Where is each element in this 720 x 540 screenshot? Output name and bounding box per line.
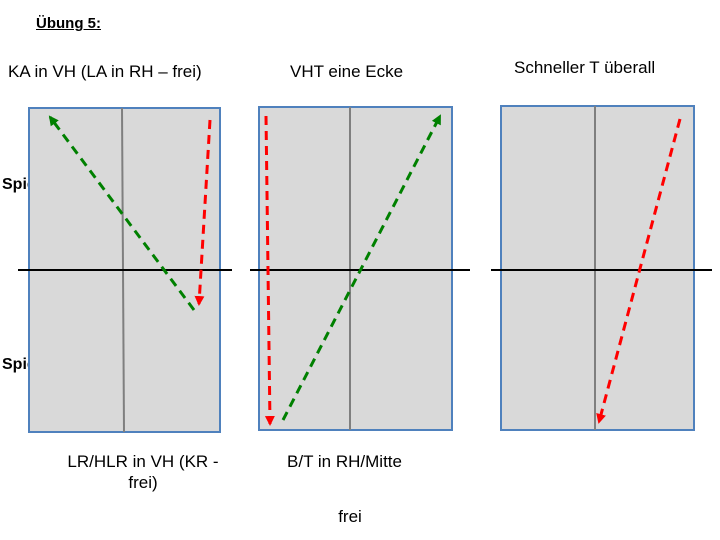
panel-1-footer-line1: LR/HLR in VH (KR - xyxy=(67,452,219,471)
table-1 xyxy=(18,107,232,433)
table-2-green-arrow xyxy=(281,114,442,421)
panel-2-footer: B/T in RH/Mitte xyxy=(262,451,427,472)
table-3-surface xyxy=(500,105,695,431)
table-3 xyxy=(491,105,712,431)
panel-2-heading: VHT eine Ecke xyxy=(290,62,404,81)
panel-3-heading: Schneller T überall xyxy=(514,58,656,77)
extra-note: frei xyxy=(338,507,362,526)
panel-1-footer: LR/HLR in VH (KR - frei) xyxy=(28,451,258,493)
table-1-green-arrow xyxy=(48,115,196,311)
panel-1-heading: KA in VH (LA in RH – frei) xyxy=(8,62,202,81)
exercise-title: Übung 5: xyxy=(36,15,101,32)
panel-2-footer-line1: B/T in RH/Mitte xyxy=(287,452,402,471)
table-3-red-arrow xyxy=(596,118,682,424)
table-2-surface xyxy=(258,106,453,431)
table-2-red-arrow xyxy=(264,115,275,426)
panel-1-footer-line2: frei) xyxy=(128,473,158,492)
table-2 xyxy=(250,106,470,431)
table-1-red-arrow xyxy=(194,119,212,306)
